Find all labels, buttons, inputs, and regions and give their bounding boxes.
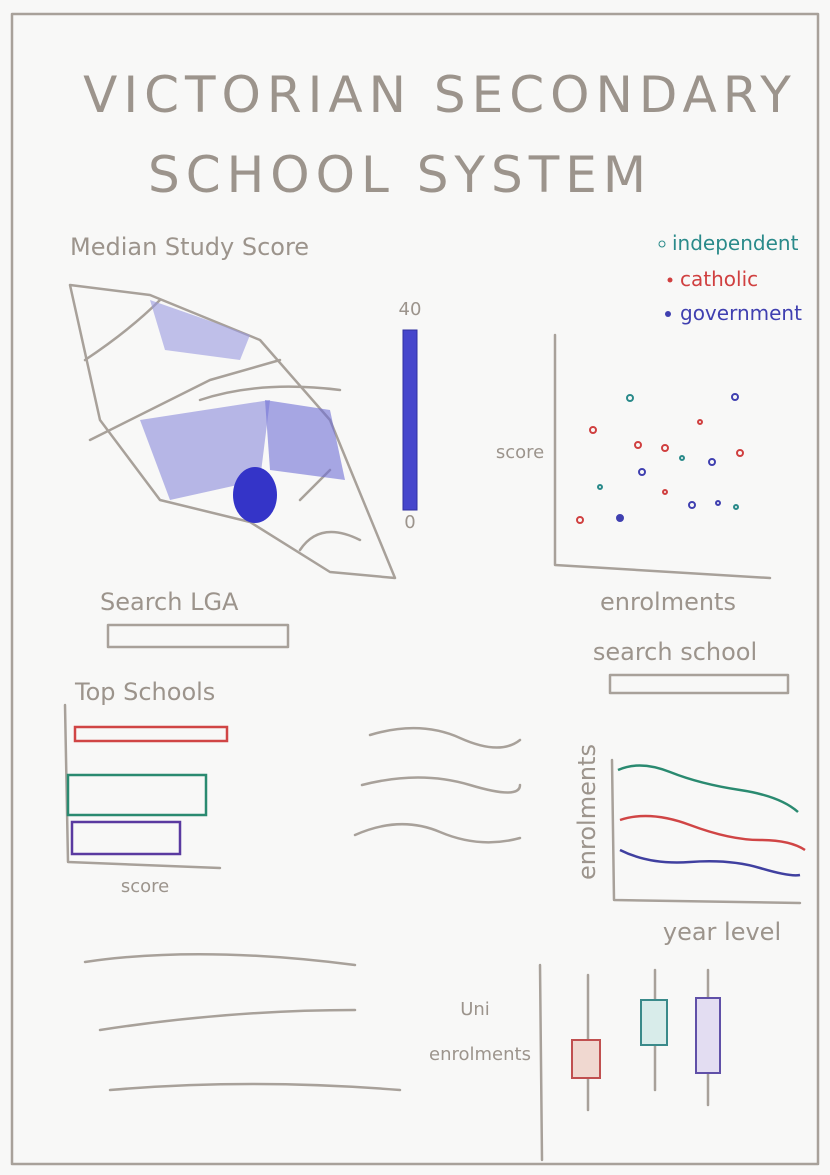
scatter-y-label: score	[496, 442, 544, 463]
map-region	[150, 300, 250, 360]
box-axis	[538, 963, 544, 1162]
scatter-x-label: enrolments	[600, 588, 736, 616]
point	[697, 419, 703, 425]
point	[731, 393, 739, 401]
page-border	[10, 12, 820, 1166]
placeholder-text	[83, 952, 402, 1092]
bar	[66, 773, 208, 817]
point	[736, 449, 744, 457]
line-axes	[610, 758, 802, 905]
point	[733, 504, 739, 510]
color-scale	[402, 329, 418, 511]
legend-label: government	[680, 301, 802, 325]
map-region	[233, 467, 277, 523]
line	[617, 764, 799, 813]
legend-dot	[667, 277, 673, 283]
title-line: VICTORIAN SECONDARY	[83, 66, 797, 124]
title-line: SCHOOL SYSTEM	[148, 146, 652, 204]
map-region	[140, 400, 270, 500]
search-label: search school	[593, 638, 757, 666]
point	[688, 501, 696, 509]
point	[661, 444, 669, 452]
scatter-points	[576, 393, 744, 524]
legend-label: catholic	[680, 267, 758, 291]
bar	[70, 820, 182, 856]
line-y-label: enrolments	[573, 744, 601, 880]
map-outline	[68, 283, 397, 580]
point	[679, 455, 685, 461]
bar-x-label: score	[121, 876, 169, 897]
map-borders	[83, 298, 362, 552]
bar-axes	[63, 703, 222, 870]
point	[616, 514, 624, 522]
scale-max: 40	[399, 299, 422, 320]
legend-dot	[665, 311, 671, 317]
line	[619, 814, 806, 852]
box	[640, 999, 668, 1046]
point	[634, 441, 642, 449]
search-lga-input[interactable]	[106, 623, 290, 649]
legend: independent catholic government	[658, 231, 802, 325]
search-school-input[interactable]	[608, 673, 790, 695]
top-schools-title: Top Schools	[74, 678, 215, 706]
box-y-label: enrolments	[429, 1044, 531, 1065]
scatter-axes	[553, 333, 772, 580]
map	[68, 283, 397, 580]
legend-dot	[658, 240, 666, 248]
placeholder-text	[353, 727, 522, 844]
point	[708, 458, 716, 466]
line-x-label: year level	[663, 918, 781, 946]
box	[571, 1039, 601, 1079]
point	[715, 500, 721, 506]
point	[662, 489, 668, 495]
bar	[73, 725, 229, 743]
point	[626, 394, 634, 402]
scale-min: 0	[404, 512, 415, 533]
search-label: Search LGA	[100, 588, 239, 616]
map-region	[265, 400, 345, 480]
legend-label: independent	[672, 231, 799, 255]
point	[638, 468, 646, 476]
point	[589, 426, 597, 434]
point	[576, 516, 584, 524]
line	[619, 848, 801, 877]
map-title: Median Study Score	[70, 233, 309, 261]
box-y-label: Uni	[460, 999, 490, 1020]
box	[695, 997, 721, 1074]
point	[597, 484, 603, 490]
